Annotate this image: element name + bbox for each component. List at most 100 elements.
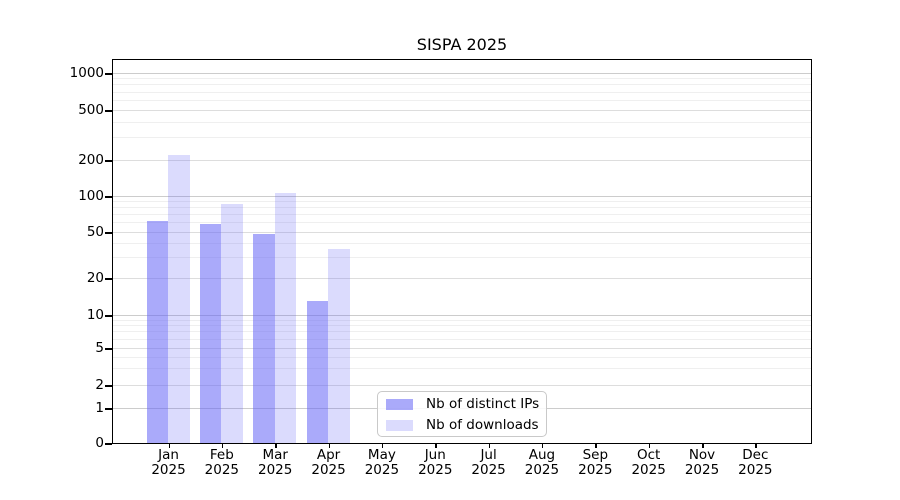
x-tick-month-sep: Sep — [582, 447, 609, 463]
y-tick-mark-2 — [105, 385, 112, 387]
bar-distinct-ips-apr — [306, 301, 329, 443]
gridline-minor-30 — [113, 257, 811, 259]
legend: Nb of distinct IPs Nb of downloads — [377, 391, 547, 437]
x-tick-label-jul: Jul 2025 — [457, 448, 521, 478]
x-tick-year-aug: 2025 — [524, 462, 560, 478]
gridline-500 — [113, 109, 811, 111]
x-tick-month-feb: Feb — [209, 447, 234, 463]
x-tick-label-oct: Oct 2025 — [617, 448, 681, 478]
x-tick-label-aug: Aug 2025 — [510, 448, 574, 478]
gridline-minor-800 — [113, 84, 811, 86]
gridline-10 — [113, 314, 811, 316]
x-tick-month-mar: Mar — [262, 447, 288, 463]
x-tick-label-jun: Jun 2025 — [403, 448, 467, 478]
x-tick-year-apr: 2025 — [311, 462, 346, 478]
y-tick-mark-500 — [105, 110, 112, 112]
x-tick-month-may: May — [367, 447, 396, 463]
x-tick-month-jun: Jun — [424, 447, 446, 463]
y-tick-mark-200 — [105, 160, 112, 162]
x-tick-label-jan: Jan 2025 — [137, 448, 201, 478]
x-tick-label-nov: Nov 2025 — [670, 448, 734, 478]
gridline-minor-900 — [113, 78, 811, 80]
bar-downloads-feb — [221, 203, 243, 443]
x-tick-mark-apr — [328, 444, 331, 448]
gridline-200 — [113, 159, 811, 161]
gridline-minor-3 — [113, 368, 811, 370]
x-tick-label-sep: Sep 2025 — [563, 448, 627, 478]
x-tick-year-oct: 2025 — [631, 462, 666, 478]
x-tick-month-jul: Jul — [480, 447, 497, 463]
x-tick-year-may: 2025 — [364, 462, 400, 478]
gridline-minor-60 — [113, 222, 811, 224]
legend-label-distinct-ips: Nb of distinct IPs — [426, 396, 540, 412]
plot-area — [112, 59, 812, 444]
x-tick-mark-feb — [221, 444, 224, 448]
x-tick-mark-aug — [541, 444, 544, 448]
x-tick-month-jan: Jan — [158, 447, 179, 463]
y-tick-label-100: 100 — [78, 188, 104, 204]
bar-downloads-apr — [328, 248, 350, 443]
x-tick-year-sep: 2025 — [578, 462, 613, 478]
legend-swatch-distinct-ips — [386, 399, 413, 410]
y-tick-label-20: 20 — [86, 270, 104, 286]
x-tick-label-dec: Dec 2025 — [723, 448, 787, 478]
x-tick-mark-mar — [275, 444, 277, 448]
chart-title: SISPA 2025 — [416, 35, 508, 54]
x-tick-label-mar: Mar 2025 — [243, 448, 307, 478]
x-tick-mark-jul — [488, 444, 491, 448]
x-tick-year-jun: 2025 — [418, 462, 453, 478]
y-tick-label-10: 10 — [86, 307, 104, 323]
gridline-minor-70 — [113, 214, 811, 216]
y-tick-mark-10 — [105, 315, 112, 317]
y-tick-mark-5 — [105, 348, 112, 350]
y-tick-label-50: 50 — [86, 224, 104, 240]
y-tick-label-2: 2 — [95, 377, 104, 393]
x-tick-mark-jan — [168, 444, 170, 448]
gridline-minor-4 — [113, 356, 811, 358]
x-tick-year-dec: 2025 — [738, 462, 773, 478]
gridline-minor-600 — [113, 99, 811, 101]
gridline-minor-90 — [113, 200, 811, 202]
y-tick-mark-1 — [105, 408, 112, 410]
x-tick-mark-nov — [702, 444, 704, 448]
bar-distinct-ips-feb — [199, 224, 222, 443]
gridline-100 — [113, 195, 811, 197]
gridline-2 — [113, 384, 811, 386]
x-tick-year-mar: 2025 — [258, 462, 293, 478]
gridline-minor-40 — [113, 242, 811, 244]
bar-downloads-jan — [168, 155, 190, 443]
x-tick-mark-may — [381, 444, 384, 448]
gridline-minor-700 — [113, 91, 811, 93]
x-tick-year-jul: 2025 — [471, 462, 506, 478]
x-tick-mark-oct — [648, 444, 651, 448]
y-tick-label-5: 5 — [95, 340, 104, 356]
bar-distinct-ips-jan — [146, 220, 168, 443]
x-tick-label-may: May 2025 — [350, 448, 414, 478]
gridline-minor-9 — [113, 319, 811, 321]
y-tick-mark-50 — [105, 232, 112, 234]
gridline-5 — [113, 347, 811, 349]
x-tick-month-nov: Nov — [688, 447, 716, 463]
x-tick-year-jan: 2025 — [151, 462, 186, 478]
legend-label-downloads: Nb of downloads — [426, 417, 539, 433]
gridline-20 — [113, 277, 811, 279]
gridline-minor-6 — [113, 338, 811, 340]
x-tick-year-feb: 2025 — [204, 462, 240, 478]
gridline-minor-8 — [113, 325, 811, 327]
gridline-minor-300 — [113, 137, 811, 139]
y-tick-mark-1000 — [105, 73, 112, 75]
y-tick-label-500: 500 — [78, 102, 104, 118]
y-tick-label-1: 1 — [95, 400, 104, 416]
x-tick-month-dec: Dec — [742, 447, 769, 463]
gridline-minor-7 — [113, 331, 811, 333]
x-tick-mark-dec — [755, 444, 757, 448]
x-tick-label-apr: Apr 2025 — [297, 448, 361, 478]
x-tick-month-aug: Aug — [528, 447, 556, 463]
bar-downloads-mar — [274, 193, 297, 443]
x-tick-month-apr: Apr — [316, 447, 341, 463]
gridline-minor-80 — [113, 207, 811, 209]
y-tick-label-1000: 1000 — [69, 65, 104, 81]
x-tick-month-oct: Oct — [636, 447, 661, 463]
y-tick-mark-100 — [105, 196, 112, 198]
